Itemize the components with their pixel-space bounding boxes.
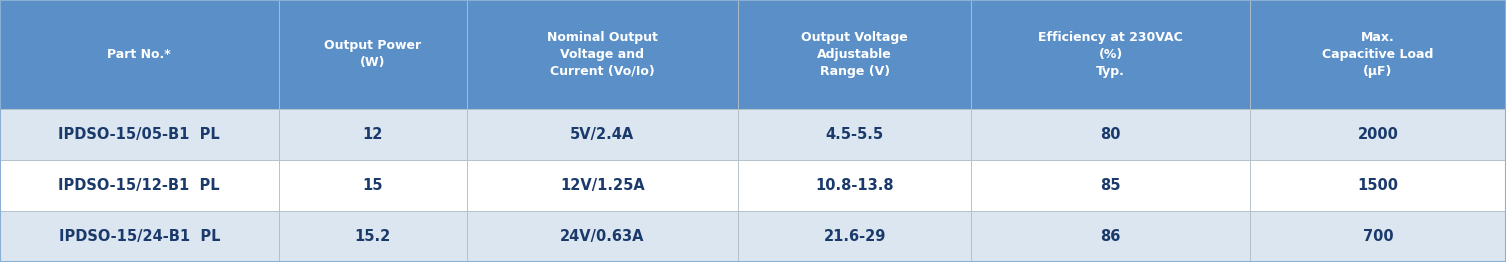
Bar: [971, 211, 1250, 262]
Bar: [971, 160, 1250, 211]
Text: 15.2: 15.2: [354, 229, 392, 244]
Text: 15: 15: [363, 178, 383, 193]
Bar: [1250, 109, 1506, 160]
Text: Nominal Output
Voltage and
Current (Vo/Io): Nominal Output Voltage and Current (Vo/I…: [547, 31, 658, 78]
Bar: [1250, 0, 1506, 109]
Text: 21.6-29: 21.6-29: [824, 229, 886, 244]
Bar: [0, 211, 279, 262]
Bar: [738, 211, 971, 262]
Text: 85: 85: [1101, 178, 1120, 193]
Bar: [467, 109, 738, 160]
Text: 12: 12: [363, 127, 383, 142]
Text: 86: 86: [1101, 229, 1120, 244]
Bar: [738, 109, 971, 160]
Text: 700: 700: [1363, 229, 1393, 244]
Text: IPDSO-15/05-B1  PL: IPDSO-15/05-B1 PL: [59, 127, 220, 142]
Bar: [279, 109, 467, 160]
Text: Output Power
(W): Output Power (W): [324, 39, 422, 69]
Text: IPDSO-15/12-B1  PL: IPDSO-15/12-B1 PL: [59, 178, 220, 193]
Bar: [467, 0, 738, 109]
Bar: [279, 160, 467, 211]
Text: 12V/1.25A: 12V/1.25A: [560, 178, 645, 193]
Bar: [1250, 160, 1506, 211]
Text: 1500: 1500: [1357, 178, 1399, 193]
Bar: [738, 160, 971, 211]
Text: 24V/0.63A: 24V/0.63A: [560, 229, 645, 244]
Text: Efficiency at 230VAC
(%)
Typ.: Efficiency at 230VAC (%) Typ.: [1038, 31, 1184, 78]
Bar: [971, 109, 1250, 160]
Bar: [1250, 211, 1506, 262]
Text: Max.
Capacitive Load
(μF): Max. Capacitive Load (μF): [1322, 31, 1434, 78]
Text: 10.8-13.8: 10.8-13.8: [815, 178, 895, 193]
Text: IPDSO-15/24-B1  PL: IPDSO-15/24-B1 PL: [59, 229, 220, 244]
Text: 4.5-5.5: 4.5-5.5: [825, 127, 884, 142]
Bar: [279, 211, 467, 262]
Bar: [0, 109, 279, 160]
Bar: [0, 0, 279, 109]
Bar: [279, 0, 467, 109]
Text: 5V/2.4A: 5V/2.4A: [571, 127, 634, 142]
Bar: [738, 0, 971, 109]
Text: Part No.*: Part No.*: [107, 48, 172, 61]
Bar: [467, 160, 738, 211]
Bar: [971, 0, 1250, 109]
Bar: [467, 211, 738, 262]
Text: 2000: 2000: [1357, 127, 1399, 142]
Text: 80: 80: [1101, 127, 1120, 142]
Bar: [0, 160, 279, 211]
Text: Output Voltage
Adjustable
Range (V): Output Voltage Adjustable Range (V): [801, 31, 908, 78]
